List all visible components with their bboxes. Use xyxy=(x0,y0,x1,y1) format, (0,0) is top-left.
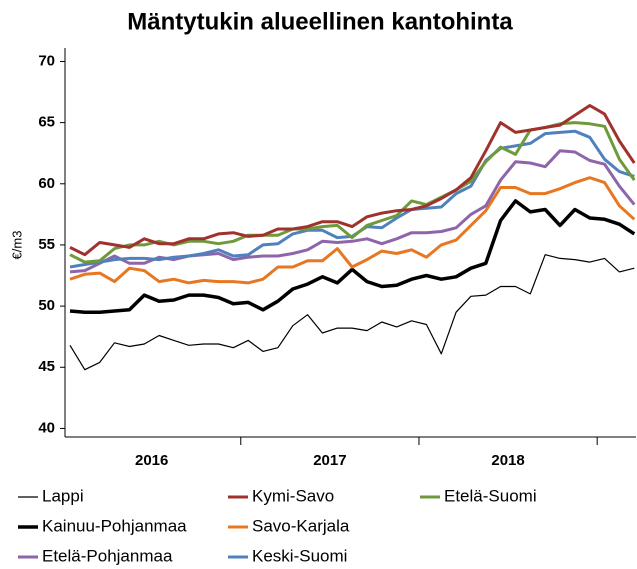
y-tick-label: 70 xyxy=(38,52,55,69)
y-tick-label: 65 xyxy=(38,114,55,131)
legend-label: Kainuu-Pohjanmaa xyxy=(42,516,187,535)
x-tick-label: 2016 xyxy=(135,452,168,469)
legend-label: Keski-Suomi xyxy=(252,546,347,565)
series-line xyxy=(69,199,636,314)
series-line xyxy=(69,104,636,257)
chart-title: Mäntytukin alueellinen kantohinta xyxy=(127,8,513,35)
x-tick-label: 2018 xyxy=(491,452,524,469)
x-tick-label: 2017 xyxy=(313,452,346,469)
y-tick-label: 45 xyxy=(38,358,55,375)
series-line xyxy=(69,129,635,269)
series-line xyxy=(69,176,636,285)
y-axis-label: €/m3 xyxy=(9,231,24,260)
legend-label: Savo-Karjala xyxy=(252,516,350,535)
y-tick-label: 60 xyxy=(38,175,55,192)
legend-label: Kymi-Savo xyxy=(252,486,334,505)
series-line xyxy=(69,254,635,371)
y-tick-label: 55 xyxy=(38,236,55,253)
legend-label: Lappi xyxy=(42,486,84,505)
legend-label: Etelä-Suomi xyxy=(444,486,537,505)
legend-label: Etelä-Pohjanmaa xyxy=(42,546,173,565)
y-tick-label: 50 xyxy=(38,297,55,314)
y-tick-label: 40 xyxy=(38,419,55,436)
series-line xyxy=(69,149,636,274)
